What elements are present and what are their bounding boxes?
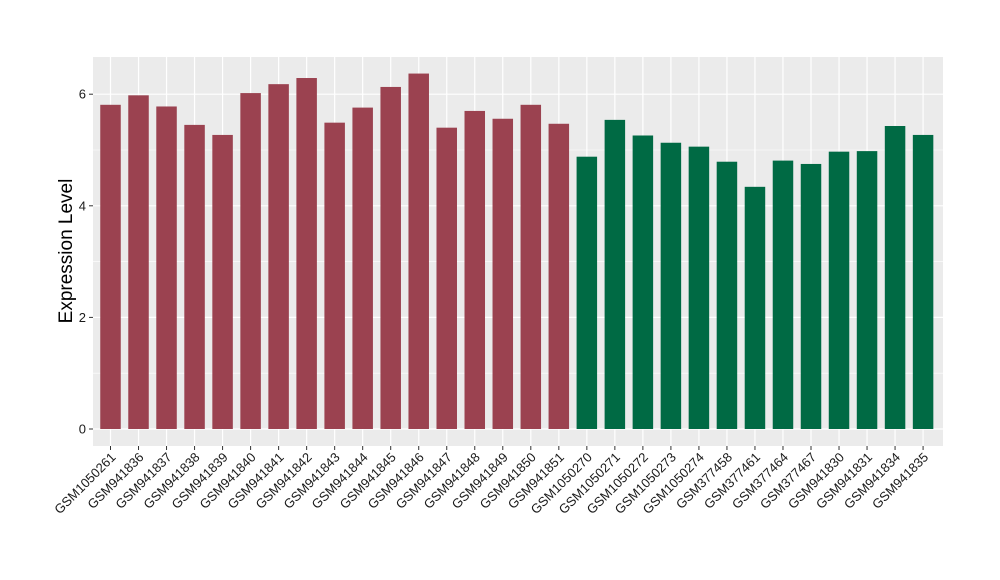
bar-GSM941846: [408, 73, 429, 429]
bar-GSM941845: [380, 86, 401, 430]
bar-GSM941836: [128, 95, 149, 429]
bar-GSM941847: [436, 127, 457, 430]
bars: [100, 73, 934, 430]
bar-GSM1050273: [660, 142, 682, 429]
bar-GSM941830: [828, 151, 850, 429]
bar-GSM1050271: [604, 119, 626, 430]
bar-GSM377467: [800, 163, 822, 429]
bar-GSM941835: [912, 134, 934, 429]
bar-GSM941841: [268, 84, 289, 429]
bar-GSM377461: [744, 186, 766, 429]
y-tick-label: 0: [79, 422, 86, 437]
y-tick-label: 6: [79, 87, 86, 102]
bar-GSM941834: [884, 126, 906, 430]
bar-GSM941843: [324, 122, 345, 430]
bar-GSM1050270: [576, 156, 598, 430]
x-axis: GSM1050261GSM941836GSM941837GSM941838GSM…: [51, 446, 931, 517]
bar-GSM1050274: [688, 146, 710, 430]
bar-GSM941831: [856, 151, 878, 429]
bar-GSM941838: [184, 124, 205, 429]
y-tick-label: 2: [79, 310, 86, 325]
bar-GSM941850: [520, 104, 542, 429]
bar-GSM377458: [716, 161, 738, 429]
bar-GSM377464: [772, 160, 794, 430]
bar-GSM941842: [296, 78, 317, 429]
bar-GSM1050261: [100, 104, 121, 429]
bar-GSM941849: [492, 118, 514, 429]
bar-GSM941851: [548, 123, 570, 430]
bar-GSM941840: [240, 93, 261, 430]
bar-GSM941839: [212, 134, 233, 429]
y-axis: 0 2 4 6: [79, 87, 93, 437]
y-axis-title: Expression Level: [56, 179, 77, 324]
bar-GSM941844: [352, 107, 373, 429]
y-tick-label: 4: [79, 198, 86, 213]
bar-GSM941837: [156, 106, 177, 429]
bar-GSM941848: [464, 110, 486, 429]
bar-GSM1050272: [632, 135, 654, 429]
